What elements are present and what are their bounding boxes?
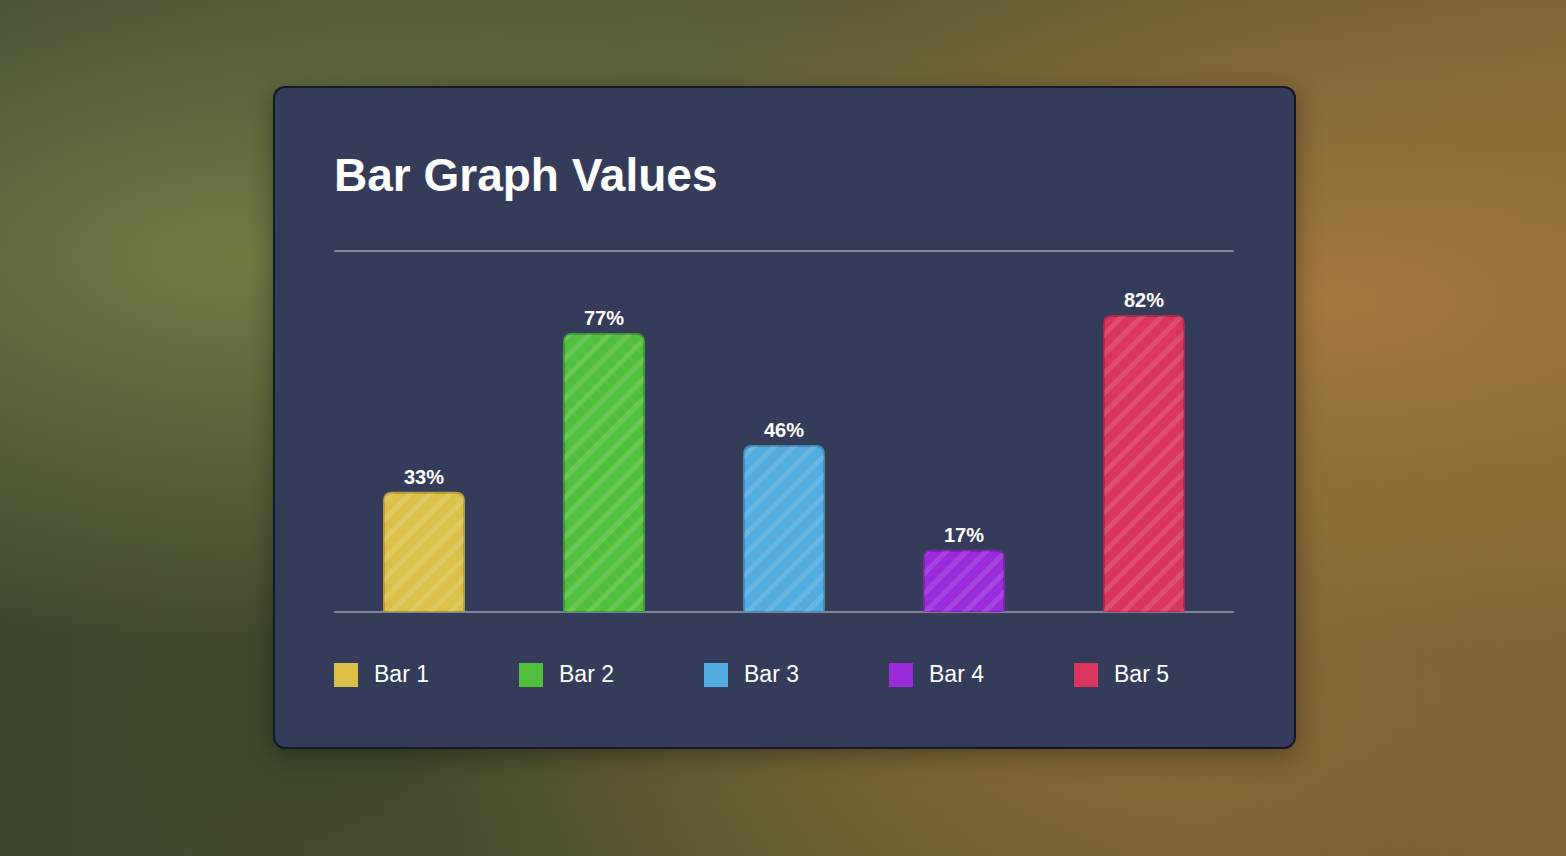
html-text:Bar 3: Bar 3 [744,661,799,687]
html-text:Bar 5: Bar 5 [1114,661,1169,687]
svg-text:82%: 82% [1124,289,1164,311]
html-text:Bar 4: Bar 4 [929,661,984,687]
html-text:Bar Graph Values: Bar Graph Values [334,149,718,201]
svg-text:17%: 17% [944,524,984,546]
svg-text:77%: 77% [584,307,624,329]
svg-text:46%: 46% [764,419,804,441]
html-text:Bar 2: Bar 2 [559,661,614,687]
html-text:Bar 1: Bar 1 [374,661,429,687]
svg-text:33%: 33% [404,466,444,488]
